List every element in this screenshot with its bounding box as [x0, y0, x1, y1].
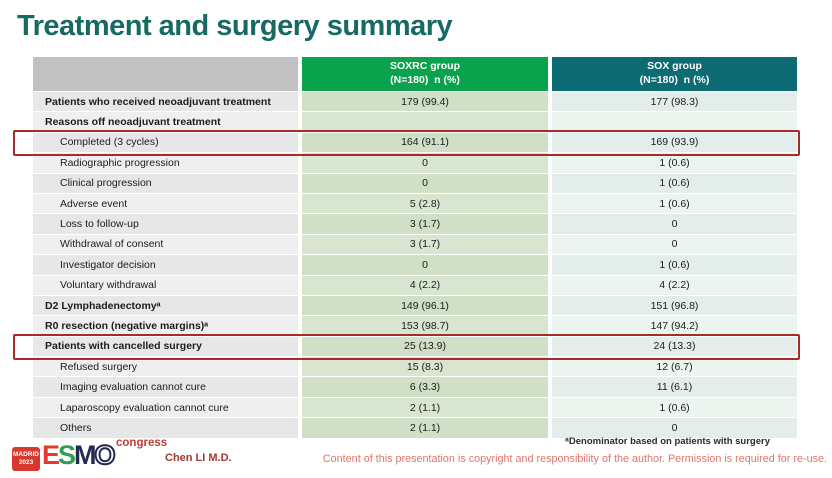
- table-row: R0 resection (negative margins)ᵃ 153 (98…: [33, 316, 797, 337]
- soxrc-value-cell: 3 (1.7): [302, 234, 548, 256]
- row-label: Reasons off neoadjuvant treatment: [33, 112, 298, 133]
- soxrc-value-cell: [302, 112, 548, 133]
- row-label: D2 Lymphadenectomyᵃ: [33, 295, 298, 317]
- soxrc-value-cell: 15 (8.3): [302, 357, 548, 378]
- soxrc-value-cell: 0: [302, 255, 548, 276]
- column-header-labels: [33, 57, 298, 91]
- soxrc-value-cell: 4 (2.2): [302, 275, 548, 296]
- sox-value-cell: 1 (0.6): [552, 255, 797, 276]
- row-label: Imaging evaluation cannot cure: [33, 377, 298, 398]
- sox-value-cell: 0: [552, 214, 797, 235]
- soxrc-value-cell: 3 (1.7): [302, 214, 548, 235]
- soxrc-value-cell: 149 (96.1): [302, 295, 548, 317]
- table-row: D2 Lymphadenectomyᵃ 149 (96.1) 151 (96.8…: [33, 295, 797, 317]
- row-label: Patients with cancelled surgery: [33, 336, 298, 358]
- soxrc-value-cell: 2 (1.1): [302, 418, 548, 439]
- column-header-soxrc: SOXRC group (N=180) n (%): [302, 57, 548, 91]
- table-row: Withdrawal of consent 3 (1.7) 0: [33, 234, 797, 256]
- page-title: Treatment and surgery summary: [17, 10, 453, 42]
- madrid-2023-badge: MADRID 2023: [12, 447, 40, 471]
- soxrc-value-cell: 25 (13.9): [302, 336, 548, 358]
- table-row: Imaging evaluation cannot cure 6 (3.3) 1…: [33, 377, 797, 398]
- esmo-letter-o: O: [94, 439, 117, 471]
- row-label: Refused surgery: [33, 357, 298, 378]
- sox-value-cell: 0: [552, 418, 797, 439]
- soxrc-value-cell: 5 (2.8): [302, 193, 548, 215]
- column-header-sox: SOX group (N=180) n (%): [552, 57, 797, 91]
- row-label: Withdrawal of consent: [33, 234, 298, 256]
- table-row: Reasons off neoadjuvant treatment: [33, 112, 797, 133]
- soxrc-value-cell: 0: [302, 173, 548, 194]
- row-label: Loss to follow-up: [33, 214, 298, 235]
- sox-value-cell: 177 (98.3): [552, 92, 797, 113]
- soxrc-group-n: (N=180) n (%): [390, 74, 460, 86]
- sox-value-cell: 1 (0.6): [552, 193, 797, 215]
- table-row: Patients with cancelled surgery 25 (13.9…: [33, 336, 797, 358]
- table-row: Radiographic progression 0 1 (0.6): [33, 153, 797, 174]
- sox-value-cell: 0: [552, 234, 797, 256]
- row-label: Radiographic progression: [33, 153, 298, 174]
- denominator-footnote: ᵃDenominator based on patients with surg…: [565, 436, 770, 447]
- madrid-label: MADRID: [13, 450, 39, 458]
- table-row: Laparoscopy evaluation cannot cure 2 (1.…: [33, 397, 797, 419]
- row-label: Voluntary withdrawal: [33, 275, 298, 296]
- sox-value-cell: 169 (93.9): [552, 132, 797, 154]
- soxrc-value-cell: 164 (91.1): [302, 132, 548, 154]
- esmo-congress-logo: MADRID 2023 ESMO congress: [12, 436, 172, 476]
- sox-value-cell: 1 (0.6): [552, 173, 797, 194]
- table-row: Voluntary withdrawal 4 (2.2) 4 (2.2): [33, 275, 797, 296]
- row-label: Others: [33, 418, 298, 439]
- sox-group-n: (N=180) n (%): [639, 74, 710, 86]
- soxrc-value-cell: 179 (99.4): [302, 92, 548, 113]
- esmo-letter-e: E: [42, 440, 60, 470]
- soxrc-value-cell: 0: [302, 153, 548, 174]
- esmo-wordmark: ESMO: [42, 439, 117, 471]
- presenter-name: Chen LI M.D.: [165, 452, 232, 464]
- row-label: Patients who received neoadjuvant treatm…: [33, 92, 298, 113]
- summary-table: SOXRC group (N=180) n (%) SOX group (N=1…: [33, 57, 797, 439]
- esmo-letter-m: M: [74, 440, 96, 470]
- sox-value-cell: 151 (96.8): [552, 295, 797, 317]
- table-header-row: SOXRC group (N=180) n (%) SOX group (N=1…: [33, 57, 797, 91]
- sox-value-cell: 147 (94.2): [552, 316, 797, 337]
- sox-value-cell: [552, 112, 797, 133]
- year-label: 2023: [18, 459, 34, 466]
- table-row: Completed (3 cycles) 164 (91.1) 169 (93.…: [33, 132, 797, 154]
- row-label: Clinical progression: [33, 173, 298, 194]
- sox-value-cell: 12 (6.7): [552, 357, 797, 378]
- copyright-notice: Content of this presentation is copyrigh…: [322, 453, 827, 465]
- esmo-letter-s: S: [58, 440, 76, 470]
- table-row: Patients who received neoadjuvant treatm…: [33, 92, 797, 113]
- sox-value-cell: 1 (0.6): [552, 397, 797, 419]
- table-row: Adverse event 5 (2.8) 1 (0.6): [33, 193, 797, 215]
- row-label: Laparoscopy evaluation cannot cure: [33, 397, 298, 419]
- sox-value-cell: 24 (13.3): [552, 336, 797, 358]
- row-label: Adverse event: [33, 193, 298, 215]
- table-body: Patients who received neoadjuvant treatm…: [33, 92, 797, 439]
- row-label: Investigator decision: [33, 255, 298, 276]
- table-row: Loss to follow-up 3 (1.7) 0: [33, 214, 797, 235]
- sox-value-cell: 11 (6.1): [552, 377, 797, 398]
- soxrc-value-cell: 2 (1.1): [302, 397, 548, 419]
- sox-value-cell: 4 (2.2): [552, 275, 797, 296]
- table-row: Refused surgery 15 (8.3) 12 (6.7): [33, 357, 797, 378]
- soxrc-value-cell: 153 (98.7): [302, 316, 548, 337]
- soxrc-group-name: SOXRC group: [390, 60, 460, 73]
- row-label: Completed (3 cycles): [33, 132, 298, 154]
- table-row: Investigator decision 0 1 (0.6): [33, 255, 797, 276]
- row-label: R0 resection (negative margins)ᵃ: [33, 316, 298, 337]
- table-row: Clinical progression 0 1 (0.6): [33, 173, 797, 194]
- congress-label: congress: [116, 437, 168, 449]
- sox-group-name: SOX group: [647, 60, 702, 73]
- soxrc-value-cell: 6 (3.3): [302, 377, 548, 398]
- sox-value-cell: 1 (0.6): [552, 153, 797, 174]
- table-row: Others 2 (1.1) 0: [33, 418, 797, 439]
